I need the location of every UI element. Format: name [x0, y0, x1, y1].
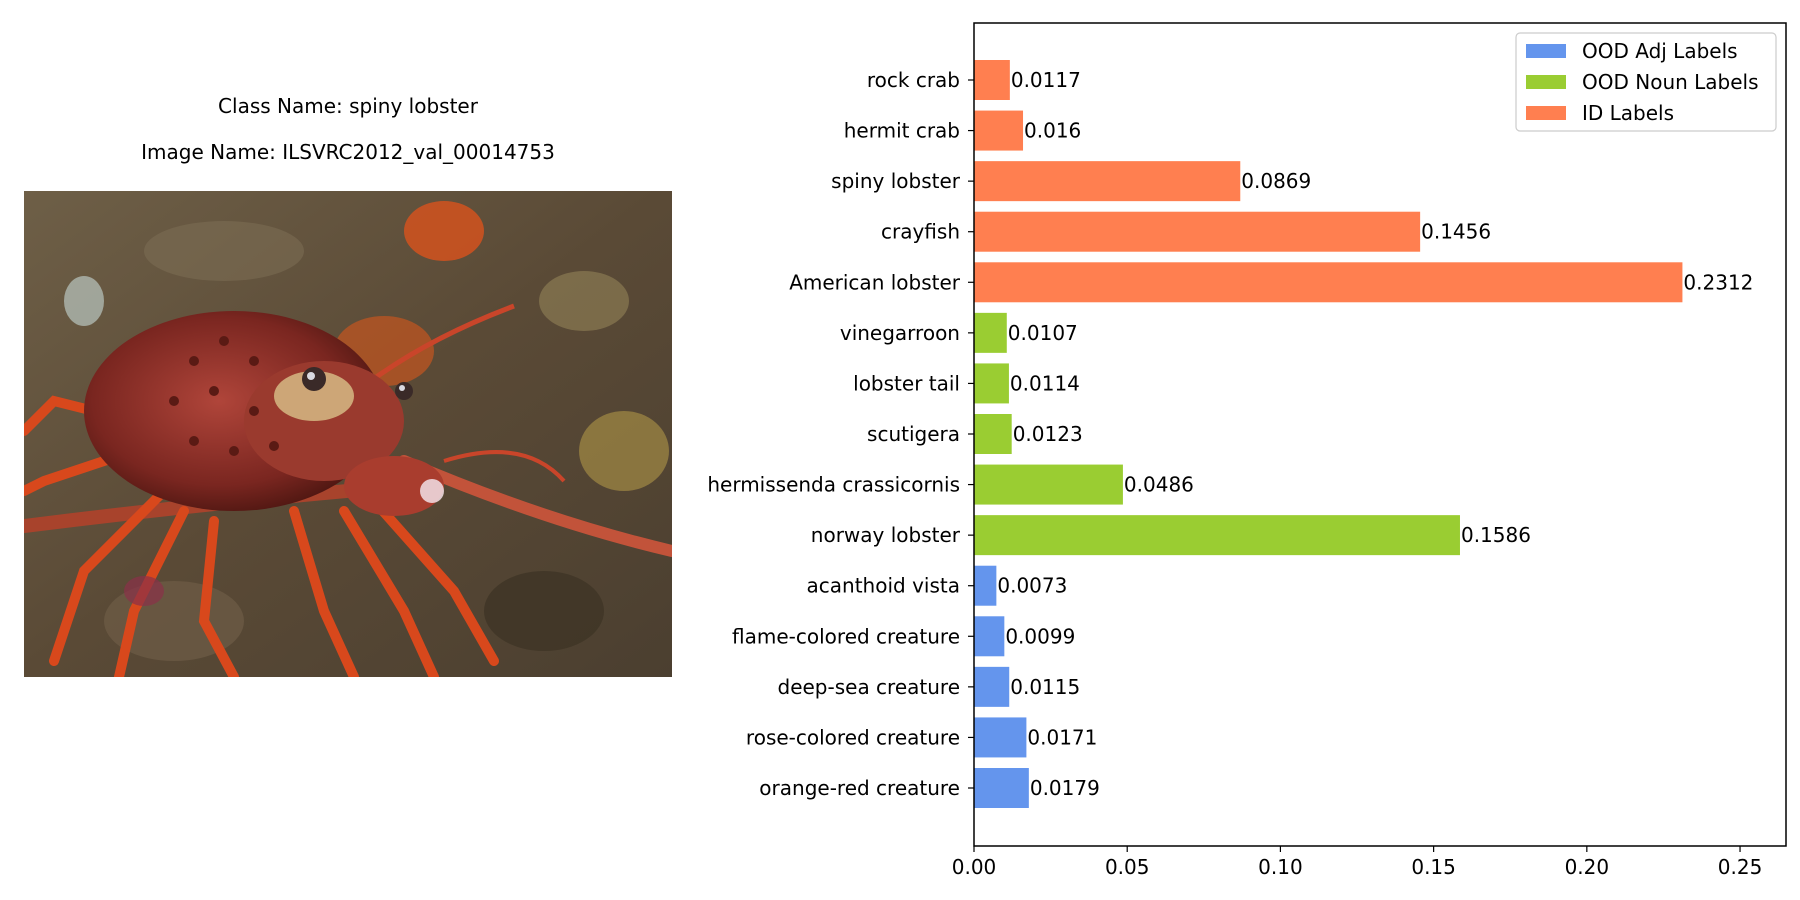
x-tick-label: 0.15	[1411, 855, 1456, 879]
bar	[974, 262, 1683, 303]
bar-value-label: 0.0114	[1010, 371, 1080, 395]
y-tick-label: orange-red creature	[759, 776, 960, 800]
y-tick-label: rock crab	[867, 68, 960, 92]
x-tick-label: 0.25	[1718, 855, 1763, 879]
bar-value-label: 0.1586	[1461, 523, 1531, 547]
bar	[974, 161, 1241, 202]
legend-box	[1515, 32, 1777, 132]
y-tick-label: rose-colored creature	[746, 725, 960, 749]
y-tick-label: acanthoid vista	[807, 574, 960, 598]
legend-swatch	[1526, 106, 1566, 120]
bar-value-label: 0.1456	[1421, 220, 1491, 244]
bar	[974, 464, 1123, 505]
bar	[974, 312, 1007, 353]
bar-value-label: 0.0115	[1010, 675, 1080, 699]
bar	[974, 110, 1024, 151]
plot-frame	[973, 22, 1787, 847]
bar-value-label: 0.0869	[1241, 169, 1311, 193]
x-axis-ticks: 0.00 0.05 0.10 0.15 0.20 0.25	[952, 846, 1763, 879]
bar	[974, 363, 1009, 404]
bar-value-label: 0.0107	[1008, 321, 1078, 345]
image-name-caption: Image Name: ILSVRC2012_val_00014753	[141, 140, 555, 164]
legend-swatch	[1526, 75, 1566, 89]
bar-value-label: 0.0099	[1005, 624, 1075, 648]
bar	[974, 414, 1012, 454]
y-tick-label: spiny lobster	[831, 169, 961, 193]
spiny-lobster-photo	[24, 191, 672, 677]
y-tick-label: crayfish	[881, 220, 960, 244]
legend-entry: OOD Adj Labels	[1582, 39, 1738, 63]
bar	[974, 768, 1029, 808]
bar	[974, 60, 1010, 100]
y-tick-label: vinegarroon	[840, 321, 960, 345]
bar	[974, 565, 997, 606]
y-tick-label: deep-sea creature	[778, 675, 961, 699]
bar	[974, 515, 1460, 556]
y-tick-label: American lobster	[789, 270, 961, 294]
bar	[974, 616, 1005, 657]
legend: OOD Adj Labels OOD Noun Labels ID Labels	[1515, 32, 1777, 132]
y-tick-label: hermissenda crassicornis	[707, 473, 960, 497]
y-tick-label: hermit crab	[844, 119, 960, 143]
legend-entry: ID Labels	[1582, 101, 1674, 125]
legend-entry: OOD Noun Labels	[1582, 70, 1759, 94]
y-tick-label: flame-colored creature	[732, 624, 960, 648]
bars-group	[974, 60, 1683, 808]
y-tick-label: norway lobster	[811, 523, 961, 547]
bar-value-label: 0.0123	[1013, 422, 1083, 446]
bar-value-label: 0.0073	[997, 574, 1067, 598]
legend-swatch	[1526, 44, 1566, 58]
y-tick-label: lobster tail	[853, 371, 960, 395]
bar-value-label: 0.016	[1024, 119, 1081, 143]
bar	[974, 717, 1027, 758]
value-labels-group: 0.0179 0.0171 0.0115 0.0099 0.0073 0.1586 0.04…	[997, 68, 1753, 800]
bar	[974, 211, 1421, 252]
bar-value-label: 0.0486	[1124, 473, 1194, 497]
bar	[974, 666, 1010, 707]
x-tick-label: 0.00	[952, 855, 997, 879]
x-tick-label: 0.10	[1258, 855, 1303, 879]
x-tick-label: 0.05	[1105, 855, 1150, 879]
y-tick-label: scutigera	[867, 422, 960, 446]
bar-value-label: 0.0171	[1027, 725, 1097, 749]
bar-value-label: 0.0179	[1030, 776, 1100, 800]
y-axis-ticks: orange-red creature rose-colored creature…	[707, 68, 974, 800]
x-tick-label: 0.20	[1565, 855, 1610, 879]
bar-value-label: 0.0117	[1011, 68, 1081, 92]
class-name-caption: Class Name: spiny lobster	[218, 94, 478, 118]
bar-value-label: 0.2312	[1683, 270, 1753, 294]
